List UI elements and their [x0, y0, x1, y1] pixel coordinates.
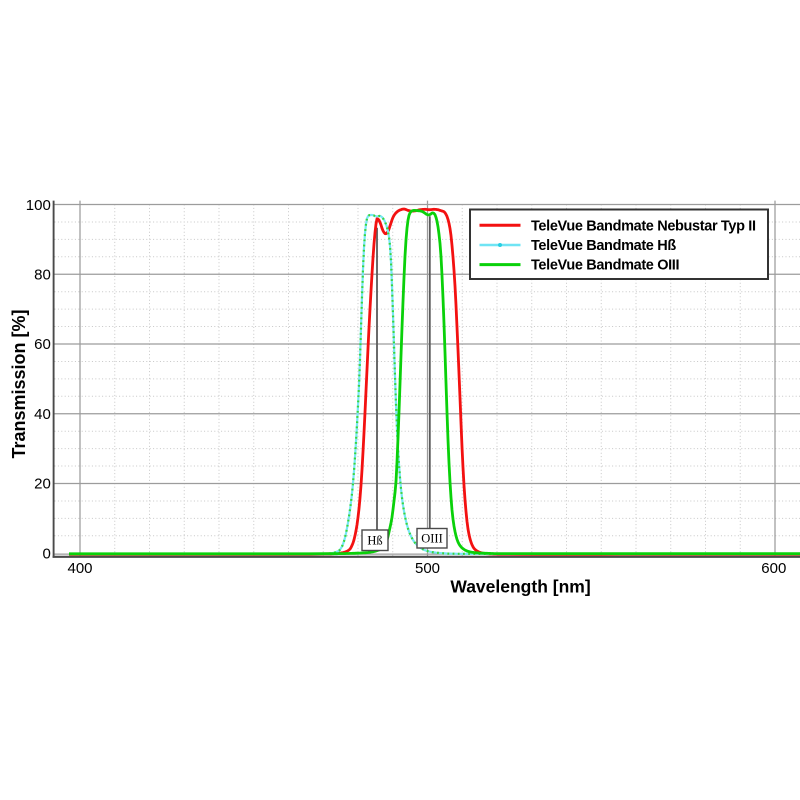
svg-text:TeleVue Bandmate OIII: TeleVue Bandmate OIII: [531, 258, 679, 274]
svg-text:400: 400: [67, 560, 92, 577]
svg-text:OIII: OIII: [421, 532, 443, 546]
svg-text:Transmission [%]: Transmission [%]: [9, 309, 29, 458]
svg-text:60: 60: [34, 336, 51, 353]
svg-text:Wavelength [nm]: Wavelength [nm]: [450, 577, 590, 597]
svg-text:TeleVue Bandmate Nebustar Typ: TeleVue Bandmate Nebustar Typ II: [531, 218, 756, 234]
svg-text:0: 0: [42, 545, 50, 562]
svg-text:40: 40: [34, 406, 51, 423]
svg-text:100: 100: [26, 197, 51, 214]
svg-text:20: 20: [34, 476, 51, 493]
svg-text:TeleVue Bandmate Hß: TeleVue Bandmate Hß: [531, 238, 676, 254]
svg-text:600: 600: [761, 560, 786, 577]
svg-text:80: 80: [34, 267, 51, 284]
svg-text:500: 500: [415, 560, 440, 577]
svg-text:Hß: Hß: [367, 534, 382, 548]
